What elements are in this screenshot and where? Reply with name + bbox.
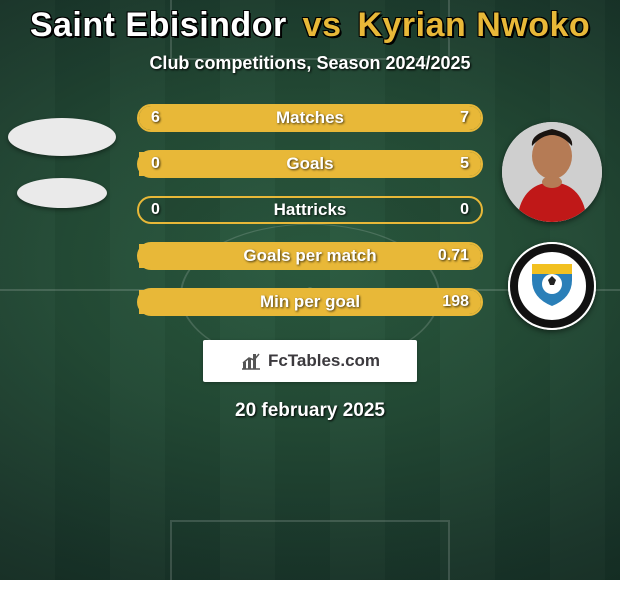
stat-row: 0 0 Hattricks xyxy=(137,196,483,224)
stat-row: 0 5 Goals xyxy=(137,150,483,178)
stat-label: Goals xyxy=(286,154,333,174)
title-player1: Saint Ebisindor xyxy=(30,6,287,44)
stat-fill-left xyxy=(139,106,296,130)
right-club-badge xyxy=(508,242,596,330)
right-player-photo xyxy=(502,122,602,222)
stats-table: 6 7 Matches 0 5 Goals 0 0 Hattricks 0.71 Goals per… xyxy=(137,104,483,334)
stat-value-left: 0 xyxy=(151,155,160,173)
stat-value-right: 0.71 xyxy=(438,247,469,265)
watermark: FcTables.com xyxy=(203,340,417,382)
title-vs: vs xyxy=(303,6,342,44)
stat-value-left: 6 xyxy=(151,109,160,127)
left-player-column xyxy=(8,118,116,208)
stat-label: Hattricks xyxy=(274,200,347,220)
stat-row: 0.71 Goals per match xyxy=(137,242,483,270)
stat-value-right: 5 xyxy=(460,155,469,173)
stat-value-right: 0 xyxy=(460,201,469,219)
stat-value-left: 0 xyxy=(151,201,160,219)
chart-icon xyxy=(240,351,262,371)
subtitle: Club competitions, Season 2024/2025 xyxy=(149,53,470,74)
watermark-text: FcTables.com xyxy=(268,351,380,371)
right-player-column xyxy=(502,122,602,330)
stat-value-right: 198 xyxy=(442,293,469,311)
left-club-badge-placeholder xyxy=(17,178,107,208)
stat-label: Goals per match xyxy=(243,246,376,266)
page-title: Saint Ebisindor vs Kyrian Nwoko xyxy=(30,6,590,45)
stat-label: Min per goal xyxy=(260,292,360,312)
left-player-photo-placeholder xyxy=(8,118,116,156)
title-player2: Kyrian Nwoko xyxy=(357,6,590,44)
date-label: 20 february 2025 xyxy=(235,400,385,422)
stat-row: 6 7 Matches xyxy=(137,104,483,132)
stat-label: Matches xyxy=(276,108,344,128)
stat-value-right: 7 xyxy=(460,109,469,127)
stat-row: 198 Min per goal xyxy=(137,288,483,316)
